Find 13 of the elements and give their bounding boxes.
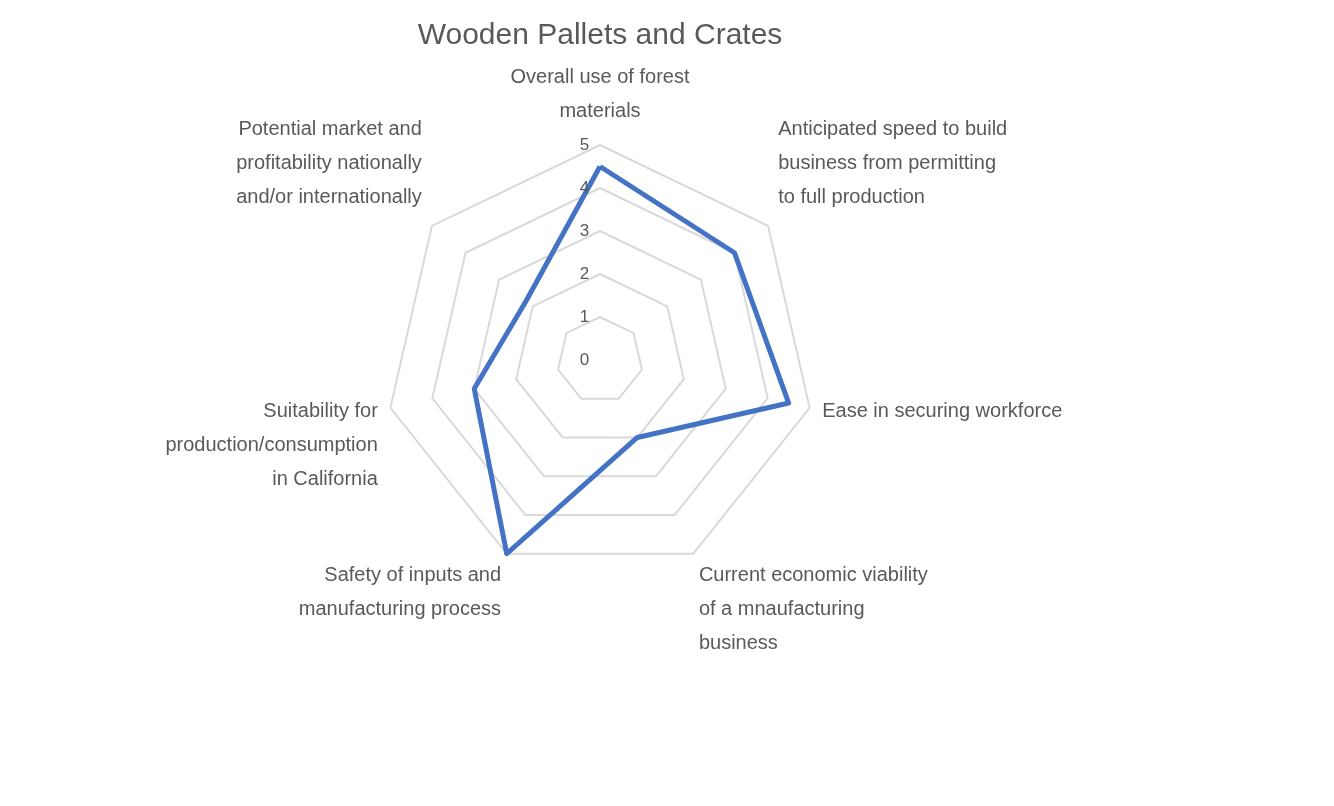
spoke-label: Anticipated speed to build business from permitting to full production: [778, 117, 1008, 208]
spoke-label: Suitability for production/consumption in California: [165, 398, 379, 489]
y-tick-label: 5: [579, 135, 590, 154]
spoke-label: Overall use of forest materials: [510, 65, 690, 122]
spoke-label: Ease in securing workforce: [822, 398, 1063, 421]
spoke-label: Current economic viability of a mnaufacturing business: [698, 563, 928, 654]
y-tick-label: 3: [579, 221, 590, 240]
y-tick-label: 2: [579, 264, 590, 283]
y-tick-label: 0: [579, 350, 590, 369]
chart-title: Wooden Pallets and Crates: [417, 17, 783, 50]
spoke-label: Safety of inputs and manufacturing process: [298, 563, 502, 620]
spoke-label: Potential market and profitability nationally and/or internationally: [236, 117, 422, 208]
y-tick-label: 1: [579, 307, 590, 326]
